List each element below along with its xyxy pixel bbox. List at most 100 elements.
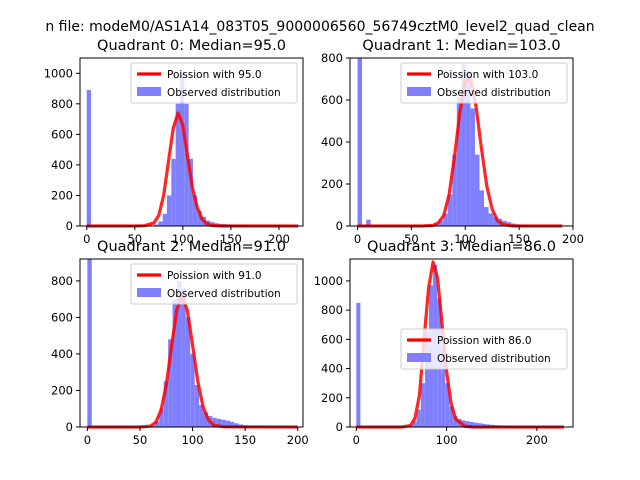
y-tick-label: 600 xyxy=(321,93,343,107)
x-tick-label: 0 xyxy=(353,433,360,447)
histogram-bar xyxy=(493,216,498,226)
histogram-bar xyxy=(188,158,193,226)
histogram-bar xyxy=(175,103,180,226)
x-tick-label: 200 xyxy=(287,433,309,447)
histogram-bar xyxy=(158,221,163,226)
histogram-bar xyxy=(194,385,200,427)
histogram-bar xyxy=(154,421,160,427)
poisson-curve xyxy=(86,111,299,228)
histogram-bar xyxy=(356,302,361,427)
histogram-bar xyxy=(171,158,176,226)
histogram-bar xyxy=(203,412,208,427)
histogram-bar xyxy=(162,213,167,226)
legend-label-observed: Observed distribution xyxy=(437,353,551,365)
histogram-bar xyxy=(420,383,425,427)
histogram-bar xyxy=(470,108,475,226)
x-tick-label: 0 xyxy=(83,232,90,246)
x-tick-label: 150 xyxy=(220,232,242,246)
histogram-bar xyxy=(216,418,222,427)
x-tick-label: 200 xyxy=(562,232,584,246)
histogram-bar xyxy=(176,280,182,427)
x-tick-label: 50 xyxy=(133,433,148,447)
x-tick-label: 200 xyxy=(526,433,548,447)
x-tick-label: 100 xyxy=(172,232,194,246)
histogram-bar xyxy=(179,73,185,227)
x-tick-label: 150 xyxy=(508,232,530,246)
chart-title: Quadrant 0: Median=95.0 xyxy=(97,38,286,54)
legend-label-observed: Observed distribution xyxy=(437,87,551,99)
y-tick-label: 200 xyxy=(51,383,73,397)
histogram-bar xyxy=(452,154,457,226)
legend-label-poisson: Poission with 91.0 xyxy=(167,270,262,282)
legend-swatch-observed xyxy=(407,87,431,96)
histogram-bar xyxy=(184,103,189,226)
histogram-bar xyxy=(441,345,446,427)
y-tick-label: 800 xyxy=(51,97,73,111)
x-tick-label: 100 xyxy=(454,232,476,246)
y-tick-label: 0 xyxy=(336,219,343,233)
legend-label-poisson: Poission with 86.0 xyxy=(437,335,532,347)
y-tick-label: 600 xyxy=(321,332,343,346)
legend: Poission with 103.0 Observed distribution xyxy=(400,62,568,104)
histogram-bar xyxy=(465,421,470,427)
legend-swatch-observed xyxy=(137,87,161,96)
chart-title: Quadrant 1: Median=103.0 xyxy=(362,38,560,54)
histogram-bar xyxy=(190,353,195,427)
y-tick-label: 400 xyxy=(321,135,343,149)
histogram-bar xyxy=(416,409,421,427)
legend-label-poisson: Poission with 103.0 xyxy=(437,69,538,81)
histogram-bar xyxy=(473,422,478,427)
histogram-bar xyxy=(172,299,177,427)
x-tick-label: 50 xyxy=(404,232,419,246)
y-tick-label: 800 xyxy=(321,303,343,317)
quadrant-0-axes: Quadrant 0: Median=95.0 0 50 100 150 200 0 200 4… xyxy=(44,38,304,246)
legend-label-poisson: Poission with 95.0 xyxy=(167,69,262,81)
poisson-curve xyxy=(356,260,564,429)
y-tick-label: 200 xyxy=(51,188,73,202)
histogram-bar xyxy=(479,190,485,226)
histogram-bar xyxy=(163,381,169,427)
y-tick-label: 0 xyxy=(66,219,73,233)
figure-suptitle: n file: modeM0/AS1A14_083T05_9000006560_… xyxy=(45,19,594,35)
axes-frame xyxy=(79,57,304,227)
histogram-bar xyxy=(87,259,92,427)
y-tick-label: 0 xyxy=(66,420,73,434)
histogram-bar xyxy=(445,383,450,427)
y-tick-label: 400 xyxy=(51,158,73,172)
histogram-bar xyxy=(234,423,239,427)
histogram-bar xyxy=(181,288,186,427)
legend-box xyxy=(130,263,298,305)
histogram-bar xyxy=(221,419,226,427)
axes-frame xyxy=(349,258,574,428)
histogram-bar xyxy=(168,339,173,427)
x-tick-label: 100 xyxy=(436,433,458,447)
y-tick-label: 800 xyxy=(51,274,73,288)
histogram-bar xyxy=(197,210,202,226)
histogram-bar xyxy=(481,423,486,427)
legend: Poission with 91.0 Observed distribution xyxy=(130,263,298,305)
quadrant-3-axes: Quadrant 3: Median=86.0 0 100 200 0 200 400 600… xyxy=(314,239,574,447)
y-tick-label: 1000 xyxy=(44,66,73,80)
histogram-bar xyxy=(465,70,471,226)
y-tick-label: 0 xyxy=(336,420,343,434)
histogram-bar xyxy=(225,420,230,427)
histogram-bar xyxy=(488,213,494,226)
histogram-bar xyxy=(443,213,448,226)
x-tick-label: 100 xyxy=(182,433,204,447)
legend-label-observed: Observed distribution xyxy=(167,87,281,99)
quadrant-2-axes: Quadrant 2: Median=91.0 0 50 100 150 200 0 200 4… xyxy=(51,239,309,447)
histogram-bar xyxy=(166,195,172,226)
histogram-bar xyxy=(438,220,444,226)
y-tick-label: 400 xyxy=(321,362,343,376)
x-tick-label: 0 xyxy=(84,433,91,447)
legend-box xyxy=(130,62,298,104)
histogram-bar xyxy=(212,417,217,427)
x-tick-label: 0 xyxy=(354,232,361,246)
y-tick-label: 200 xyxy=(321,177,343,191)
histogram-bar xyxy=(474,154,480,226)
histogram-bar xyxy=(461,64,466,226)
legend-swatch-observed xyxy=(137,288,161,297)
histogram-bar xyxy=(477,423,482,427)
legend: Poission with 95.0 Observed distribution xyxy=(130,62,298,104)
histogram-bar xyxy=(230,421,235,427)
